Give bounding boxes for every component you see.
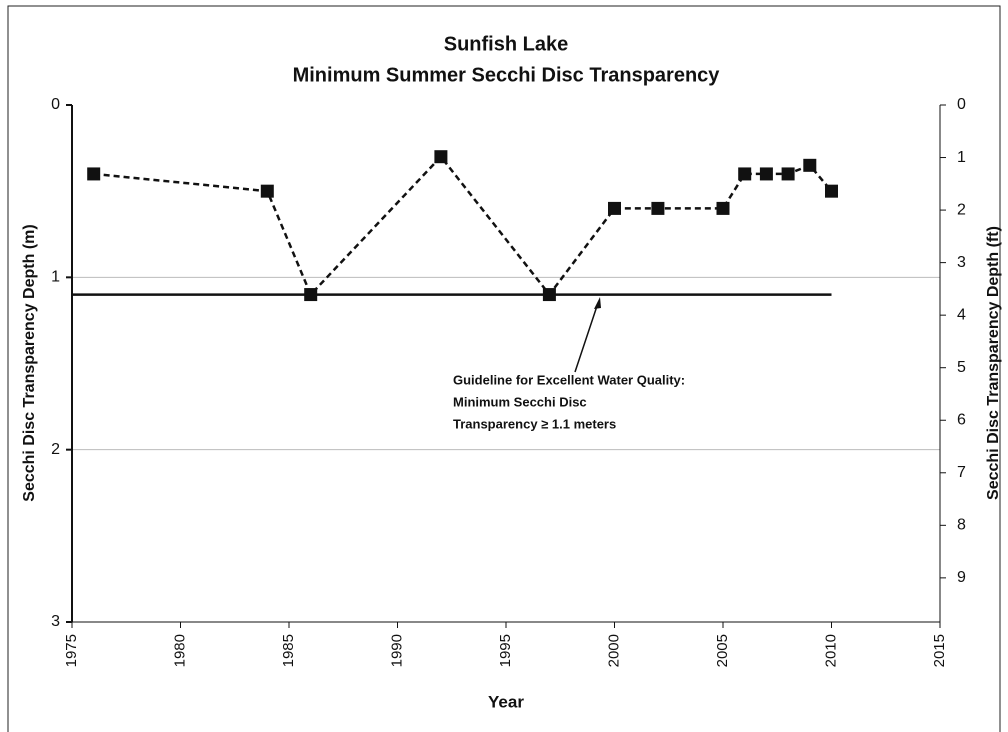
chart-title: Sunfish Lake bbox=[444, 33, 568, 55]
data-point bbox=[825, 184, 838, 198]
chart-subtitle: Minimum Summer Secchi Disc Transparency bbox=[293, 64, 721, 86]
y2-tick-label: 9 bbox=[957, 569, 966, 586]
y2-tick-label: 8 bbox=[957, 517, 966, 534]
annotation-arrow bbox=[574, 302, 599, 373]
data-point bbox=[542, 288, 556, 302]
arrow-head bbox=[594, 297, 601, 309]
annotation: Transparency ≥ 1.1 meters bbox=[453, 416, 616, 431]
y2-tick-label: 4 bbox=[957, 306, 966, 323]
x-tick-label: 1995 bbox=[497, 634, 514, 667]
y2-tick-label: 5 bbox=[957, 359, 966, 376]
data-point bbox=[803, 158, 817, 172]
y-tick-label: 0 bbox=[51, 96, 60, 113]
data-point bbox=[738, 167, 752, 181]
data-point bbox=[434, 150, 448, 164]
x-axis-title: Year bbox=[488, 692, 524, 711]
x-tick-label: 2015 bbox=[931, 634, 948, 667]
y-tick-label: 2 bbox=[51, 441, 60, 458]
data-point bbox=[304, 288, 318, 302]
y2-tick-label: 1 bbox=[957, 149, 966, 166]
annotation: Minimum Secchi Disc bbox=[453, 394, 587, 409]
x-tick-label: 2000 bbox=[605, 634, 622, 667]
y-tick-label: 1 bbox=[51, 269, 60, 286]
x-tick-label: 1975 bbox=[63, 634, 80, 667]
x-tick-label: 2010 bbox=[822, 634, 839, 667]
data-point bbox=[781, 167, 795, 181]
y2-tick-label: 0 bbox=[957, 96, 966, 113]
data-point bbox=[87, 167, 101, 181]
annotation: Guideline for Excellent Water Quality: bbox=[453, 372, 685, 387]
y-tick-label: 3 bbox=[51, 613, 60, 630]
y2-tick-label: 6 bbox=[957, 411, 966, 428]
x-tick-label: 1980 bbox=[171, 634, 188, 667]
x-tick-label: 1985 bbox=[280, 634, 297, 667]
y-axis-title: Secchi Disc Transparency Depth (m) bbox=[21, 224, 38, 501]
y2-tick-label: 7 bbox=[957, 464, 966, 481]
data-point bbox=[608, 201, 621, 215]
data-point bbox=[260, 184, 274, 198]
y2-tick-label: 2 bbox=[957, 201, 966, 218]
x-tick-label: 1990 bbox=[388, 634, 405, 667]
data-point bbox=[651, 201, 665, 215]
data-point bbox=[759, 167, 773, 181]
x-tick-label: 2005 bbox=[714, 634, 731, 667]
y2-axis-title: Secchi Disc Transparency Depth (ft) bbox=[985, 226, 1002, 500]
y2-tick-label: 3 bbox=[957, 254, 966, 271]
frame bbox=[7, 5, 1001, 732]
data-point bbox=[716, 201, 730, 215]
